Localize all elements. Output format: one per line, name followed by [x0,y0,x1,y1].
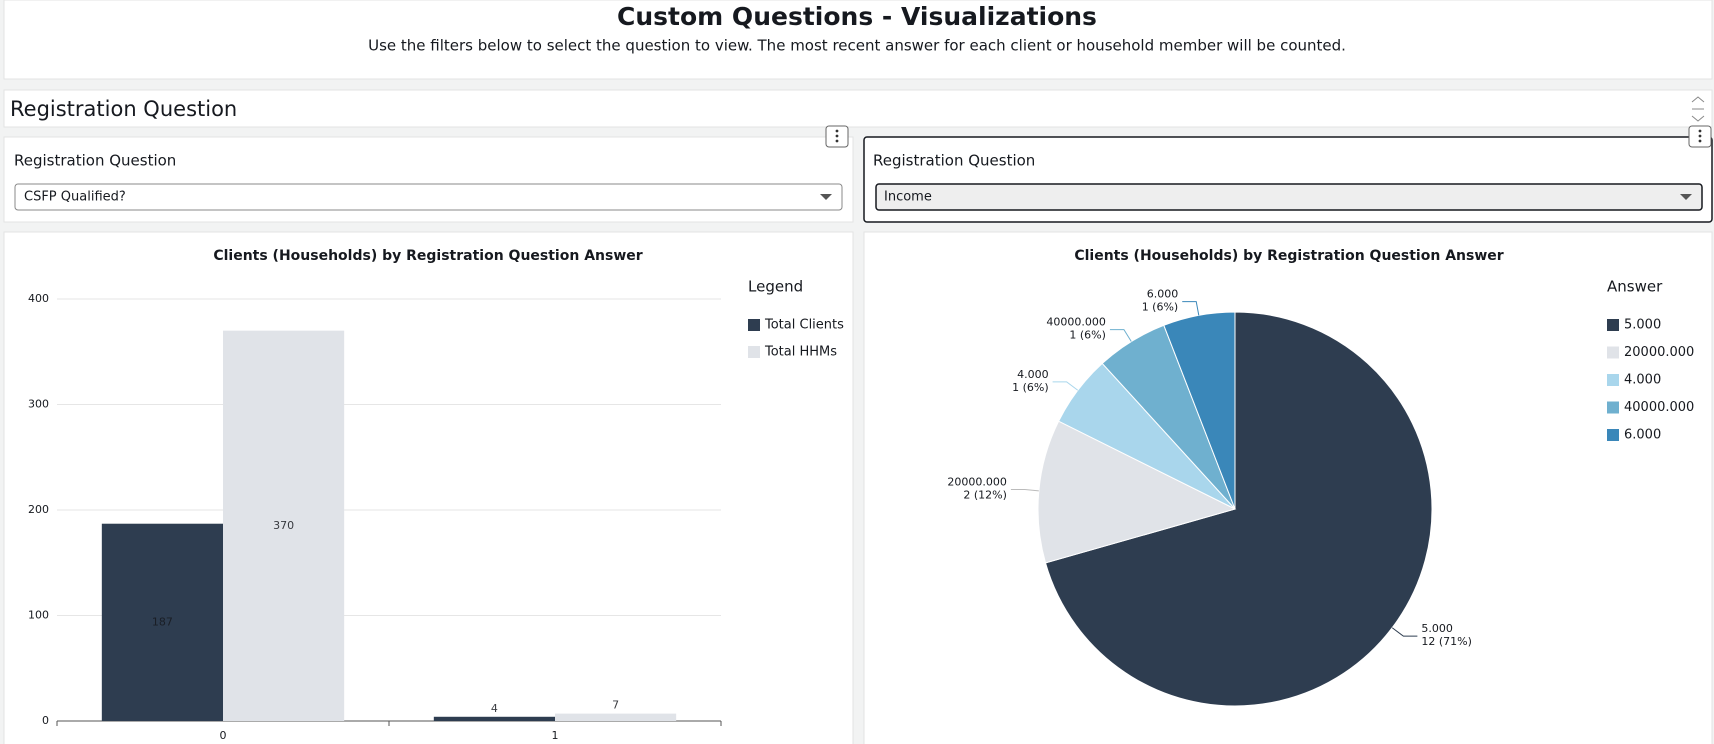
legend-swatch [1607,319,1619,331]
legend-label: 5.000 [1624,318,1661,333]
legend-label: Total HHMs [764,345,837,360]
legend-title: Answer [1607,278,1663,296]
menu-icon [1698,129,1702,143]
pie-label: 4.000 [1017,368,1049,381]
x-tick-label: 0 [220,729,227,742]
legend-swatch [1607,374,1619,386]
legend-label: 6.000 [1624,428,1661,443]
filter-label: Registration Question [14,152,176,170]
pie-value-label: 1 (6%) [1069,329,1106,342]
legend-title: Legend [748,278,803,296]
dropdown[interactable] [875,183,1703,211]
pie-slice [1163,311,1236,510]
pie-value-label: 1 (6%) [1142,301,1179,314]
pie-label: 5.000 [1421,622,1453,635]
legend-label: 20000.000 [1624,345,1694,360]
legend-swatch [1607,401,1619,414]
section-panel [3,89,1713,128]
dropdown-arrow [1680,194,1692,200]
page-subtitle: Use the filters below to select the ques… [368,37,1346,55]
bar-value-label: 4 [491,702,498,715]
leader-line [1109,329,1132,342]
x-tick-label: 1 [552,729,559,742]
bar-value-label: 7 [612,699,619,712]
dropdown-value: Income [884,190,932,205]
bar-value-label: 370 [273,519,294,532]
collapse-icon[interactable] [1691,96,1705,122]
pie-label: 20000.000 [947,476,1007,489]
filter-label: Registration Question [873,152,1035,170]
pie-slice [1044,311,1433,707]
bar [101,523,223,721]
dropdown-arrow [820,194,832,200]
header-panel [3,0,1713,80]
chart-title: Clients (Households) by Registration Que… [1074,248,1503,264]
y-tick-label: 200 [28,503,49,516]
y-tick-label: 0 [42,714,49,727]
menu-icon [835,129,839,143]
legend-swatch [1607,346,1619,359]
dropdown[interactable] [14,183,843,211]
pie-value-label: 2 (12%) [963,489,1007,502]
legend-label: 4.000 [1624,373,1661,388]
pie-slice [1037,420,1237,564]
leader-line [1182,301,1200,316]
y-tick-label: 300 [28,398,49,411]
bar [555,713,677,721]
dropdown-value: CSFP Qualified? [24,190,126,205]
legend-swatch [748,346,760,358]
pie-label: 6.000 [1147,288,1179,301]
pie-label: 40000.000 [1046,316,1106,329]
leader-line [1391,627,1418,637]
leader-line [1052,381,1079,391]
legend-swatch [748,319,760,331]
y-tick-label: 100 [28,609,49,622]
bar-value-label: 187 [152,615,173,628]
section-title: Registration Question [10,97,237,121]
legend-label: Total Clients [764,318,844,333]
pie-value-label: 12 (71%) [1421,635,1472,648]
y-tick-label: 400 [28,292,49,305]
leader-line [1010,489,1039,492]
legend-label: 40000.000 [1624,400,1694,415]
bar [433,716,555,721]
page-title: Custom Questions - Visualizations [617,2,1097,31]
legend-swatch [1607,429,1619,441]
bar [223,330,345,721]
chart-title: Clients (Households) by Registration Que… [213,248,642,264]
pie-value-label: 1 (6%) [1012,381,1049,394]
